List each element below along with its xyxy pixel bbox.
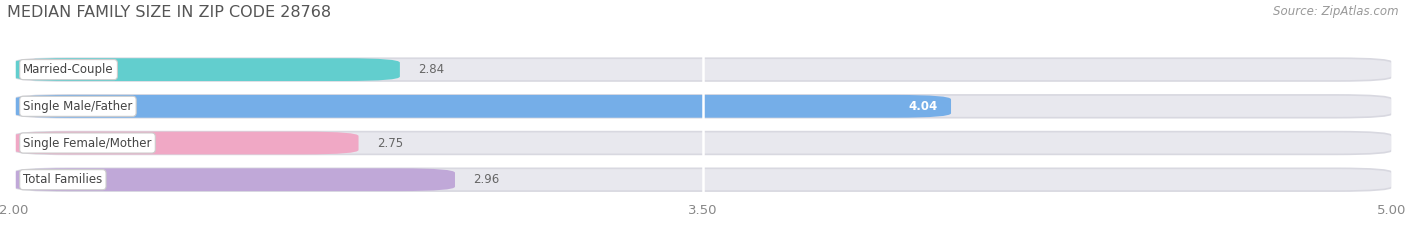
- Text: Source: ZipAtlas.com: Source: ZipAtlas.com: [1274, 5, 1399, 18]
- Text: 4.04: 4.04: [908, 100, 938, 113]
- Text: 2.84: 2.84: [418, 63, 444, 76]
- FancyBboxPatch shape: [14, 132, 359, 154]
- Text: Married-Couple: Married-Couple: [24, 63, 114, 76]
- Text: 2.96: 2.96: [474, 173, 499, 186]
- FancyBboxPatch shape: [14, 95, 1392, 118]
- Text: Single Female/Mother: Single Female/Mother: [24, 137, 152, 150]
- Text: Single Male/Father: Single Male/Father: [24, 100, 132, 113]
- Text: Total Families: Total Families: [24, 173, 103, 186]
- FancyBboxPatch shape: [14, 168, 456, 191]
- Text: 2.75: 2.75: [377, 137, 404, 150]
- FancyBboxPatch shape: [14, 168, 1392, 191]
- Text: MEDIAN FAMILY SIZE IN ZIP CODE 28768: MEDIAN FAMILY SIZE IN ZIP CODE 28768: [7, 5, 332, 20]
- FancyBboxPatch shape: [14, 95, 950, 118]
- FancyBboxPatch shape: [14, 132, 1392, 154]
- FancyBboxPatch shape: [14, 58, 399, 81]
- FancyBboxPatch shape: [14, 58, 1392, 81]
